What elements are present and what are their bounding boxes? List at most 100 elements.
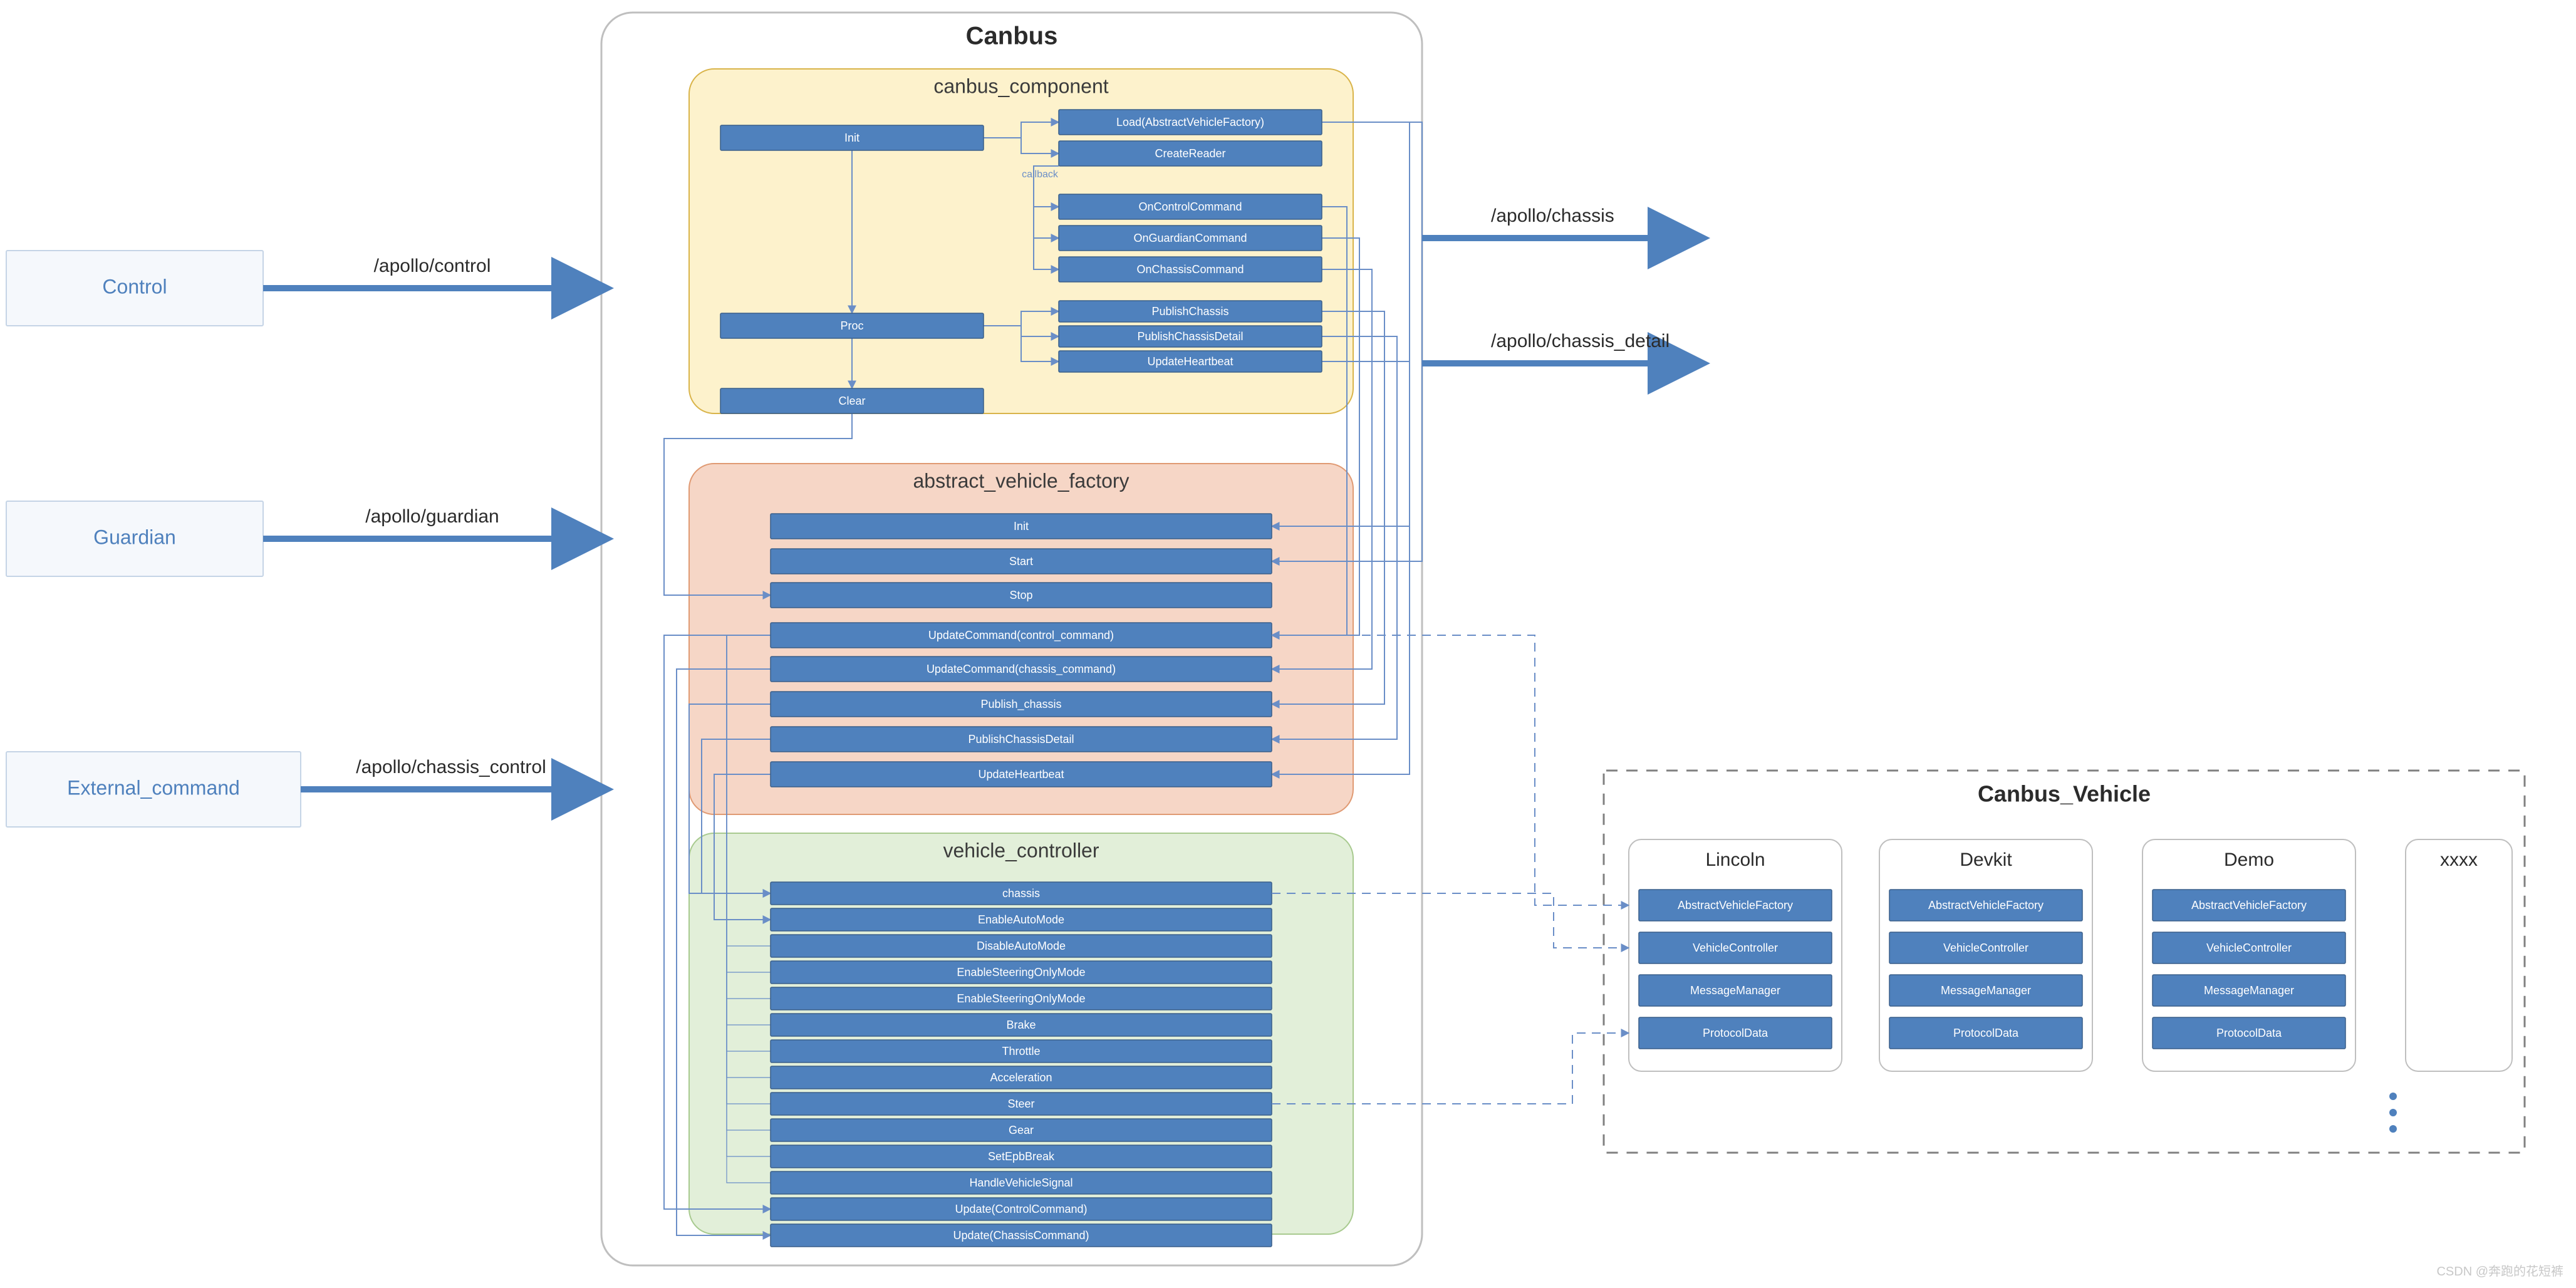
node-right-bot-1: PublishChassisDetail xyxy=(1059,326,1322,347)
node-green-0: chassis xyxy=(771,882,1272,905)
vehicle-card-xxxx: xxxx xyxy=(2406,839,2512,1071)
node-label: MessageManager xyxy=(2204,984,2294,997)
node-clear: Clear xyxy=(720,388,984,413)
output-0: /apollo/chassis xyxy=(1422,205,1698,238)
node-label: chassis xyxy=(1002,887,1040,900)
node-label: AbstractVehicleFactory xyxy=(1928,899,2044,911)
node-label: UpdateCommand(chassis_command) xyxy=(927,663,1116,676)
node-green-8: Steer xyxy=(771,1093,1272,1115)
node-label: AbstractVehicleFactory xyxy=(2191,899,2307,911)
vehicle-card-title: Demo xyxy=(2224,849,2274,870)
node-label: Steer xyxy=(1007,1098,1034,1110)
node-green-6: Throttle xyxy=(771,1040,1272,1062)
input-topic: /apollo/guardian xyxy=(365,506,499,527)
title-red: abstract_vehicle_factory xyxy=(913,469,1129,492)
node-label: Proc xyxy=(840,319,863,332)
node-red-6: PublishChassisDetail xyxy=(771,727,1272,752)
node-red-3: UpdateCommand(control_command) xyxy=(771,623,1272,648)
vehicle-item-3: ProtocolData xyxy=(2153,1017,2345,1049)
node-label: ProtocolData xyxy=(1953,1027,2019,1039)
title-main: Canbus xyxy=(966,23,1058,50)
node-red-2: Stop xyxy=(771,583,1272,608)
node-red-4: UpdateCommand(chassis_command) xyxy=(771,657,1272,682)
node-red-1: Start xyxy=(771,549,1272,574)
node-green-4: EnableSteeringOnlyMode xyxy=(771,987,1272,1010)
output-topic: /apollo/chassis_detail xyxy=(1491,331,1670,351)
node-init: Init xyxy=(720,125,984,150)
title-green: vehicle_controller xyxy=(943,839,1099,861)
node-label: Stop xyxy=(1009,589,1032,601)
node-label: Acceleration xyxy=(990,1071,1052,1084)
vehicle-item-1: VehicleController xyxy=(1889,932,2082,963)
node-label: EnableSteeringOnlyMode xyxy=(957,966,1085,979)
vehicle-item-2: MessageManager xyxy=(1639,975,1832,1006)
node-green-10: SetEpbBreak xyxy=(771,1145,1272,1168)
node-label: Clear xyxy=(838,395,865,407)
node-green-3: EnableSteeringOnlyMode xyxy=(771,961,1272,984)
input-topic: /apollo/chassis_control xyxy=(356,757,546,777)
node-label: Publish_chassis xyxy=(980,698,1061,711)
node-label: OnGuardianCommand xyxy=(1133,232,1247,244)
vehicle-card-title: Lincoln xyxy=(1705,849,1765,870)
node-red-7: UpdateHeartbeat xyxy=(771,762,1272,787)
vehicle-item-0: AbstractVehicleFactory xyxy=(1639,890,1832,921)
node-label: MessageManager xyxy=(1690,984,1780,997)
node-label: VehicleController xyxy=(1693,942,1778,954)
input-topic: /apollo/control xyxy=(374,256,491,276)
vehicle-item-3: ProtocolData xyxy=(1639,1017,1832,1049)
node-label: Load(AbstractVehicleFactory) xyxy=(1116,116,1264,128)
diagram-canvas: callback Init Proc Clear Load(AbstractVehic… xyxy=(0,0,2576,1288)
node-label: PublishChassisDetail xyxy=(968,733,1074,745)
node-label: EnableAutoMode xyxy=(978,913,1064,926)
node-right-top-1: CreateReader xyxy=(1059,141,1322,166)
node-red-0: Init xyxy=(771,514,1272,539)
node-right-mid-2: OnChassisCommand xyxy=(1059,257,1322,282)
node-green-12: Update(ControlCommand) xyxy=(771,1198,1272,1220)
node-green-1: EnableAutoMode xyxy=(771,908,1272,931)
node-right-mid-1: OnGuardianCommand xyxy=(1059,226,1322,251)
node-green-2: DisableAutoMode xyxy=(771,935,1272,957)
node-label: MessageManager xyxy=(1941,984,2031,997)
node-red-5: Publish_chassis xyxy=(771,692,1272,717)
vehicle-card-demo: DemoAbstractVehicleFactoryVehicleControl… xyxy=(2142,839,2355,1071)
node-label: EnableSteeringOnlyMode xyxy=(957,992,1085,1005)
node-label: Update(ChassisCommand) xyxy=(953,1229,1089,1242)
node-label: OnControlCommand xyxy=(1138,200,1242,213)
node-label: Update(ControlCommand) xyxy=(955,1203,1087,1215)
title-yellow: canbus_component xyxy=(933,75,1108,97)
node-label: OnChassisCommand xyxy=(1136,263,1244,276)
node-label: Brake xyxy=(1006,1019,1036,1031)
node-right-mid-0: OnControlCommand xyxy=(1059,194,1322,219)
node-label: UpdateCommand(control_command) xyxy=(928,629,1114,642)
node-label: PublishChassis xyxy=(1151,305,1228,318)
node-label: VehicleController xyxy=(1943,942,2028,954)
node-label: UpdateHeartbeat xyxy=(978,768,1064,781)
vehicle-item-2: MessageManager xyxy=(2153,975,2345,1006)
node-label: AbstractVehicleFactory xyxy=(1678,899,1793,911)
watermark: CSDN @奔跑的花短裤 xyxy=(2436,1261,2563,1279)
node-label: CreateReader xyxy=(1155,147,1225,160)
node-label: DisableAutoMode xyxy=(977,940,1066,952)
vehicle-item-1: VehicleController xyxy=(1639,932,1832,963)
node-right-top-0: Load(AbstractVehicleFactory) xyxy=(1059,110,1322,135)
vehicle-item-0: AbstractVehicleFactory xyxy=(1889,890,2082,921)
node-label: SetEpbBreak xyxy=(988,1150,1055,1163)
vehicle-item-2: MessageManager xyxy=(1889,975,2082,1006)
node-label: Init xyxy=(1014,520,1029,532)
input-label: External_command xyxy=(67,776,240,799)
node-proc: Proc xyxy=(720,313,984,338)
output-1: /apollo/chassis_detail xyxy=(1422,331,1698,363)
node-label: Throttle xyxy=(1002,1045,1040,1057)
input-guardian: Guardian/apollo/guardian xyxy=(6,501,601,576)
node-label: ProtocolData xyxy=(2216,1027,2282,1039)
node-label: UpdateHeartbeat xyxy=(1147,355,1233,368)
vehicle-item-3: ProtocolData xyxy=(1889,1017,2082,1049)
node-label: Init xyxy=(844,132,860,144)
output-topic: /apollo/chassis xyxy=(1491,205,1614,226)
vehicle-title: Canbus_Vehicle xyxy=(1978,781,2151,807)
callback-label: callback xyxy=(1022,169,1059,180)
node-green-11: HandleVehicleSignal xyxy=(771,1171,1272,1194)
node-green-7: Acceleration xyxy=(771,1066,1272,1089)
vehicle-item-0: AbstractVehicleFactory xyxy=(2153,890,2345,921)
input-label: Guardian xyxy=(93,526,176,548)
